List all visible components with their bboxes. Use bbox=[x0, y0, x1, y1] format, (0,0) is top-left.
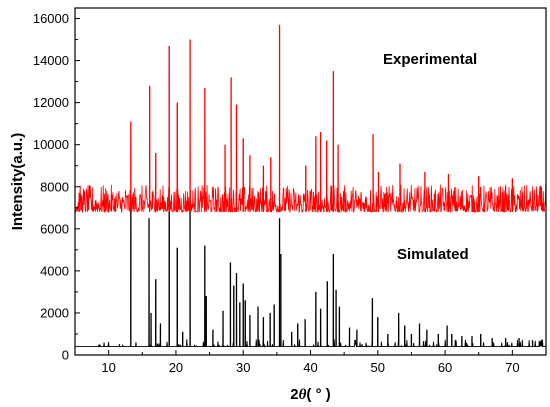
y-tick-label: 8000 bbox=[40, 179, 69, 194]
simulated-label: Simulated bbox=[397, 246, 469, 263]
x-tick-label: 60 bbox=[438, 360, 452, 375]
y-tick-label: 4000 bbox=[40, 263, 69, 278]
x-axis-title: 2θ( ° ) bbox=[290, 386, 330, 403]
x-tick-label: 20 bbox=[169, 360, 183, 375]
y-tick-label: 12000 bbox=[33, 95, 69, 110]
y-tick-label: 2000 bbox=[40, 305, 69, 320]
ticks-layer bbox=[74, 18, 547, 356]
x-axis-title-suffix: ( ° ) bbox=[306, 386, 330, 403]
x-axis-title-prefix: 2 bbox=[290, 386, 298, 403]
x-tick-label: 50 bbox=[371, 360, 385, 375]
tick-labels: 10 20 30 40 50 60 70 0 2000 4000 6000 8000 10000 1200… bbox=[33, 11, 520, 375]
series-simulated-line bbox=[75, 207, 547, 349]
y-tick-label: 16000 bbox=[33, 11, 69, 26]
y-tick-label: 10000 bbox=[33, 137, 69, 152]
x-tick-label: 70 bbox=[505, 360, 519, 375]
x-tick-label: 10 bbox=[101, 360, 115, 375]
y-tick-label: 14000 bbox=[33, 53, 69, 68]
x-tick-label: 40 bbox=[303, 360, 317, 375]
y-tick-label: 0 bbox=[62, 348, 69, 363]
y-axis-title: Intensity(a.u.) bbox=[9, 133, 26, 231]
experimental-label: Experimental bbox=[383, 51, 477, 68]
x-tick-label: 30 bbox=[236, 360, 250, 375]
y-tick-label: 6000 bbox=[40, 221, 69, 236]
series-layer bbox=[74, 24, 547, 349]
x-axis-title-symbol: θ bbox=[299, 387, 307, 403]
